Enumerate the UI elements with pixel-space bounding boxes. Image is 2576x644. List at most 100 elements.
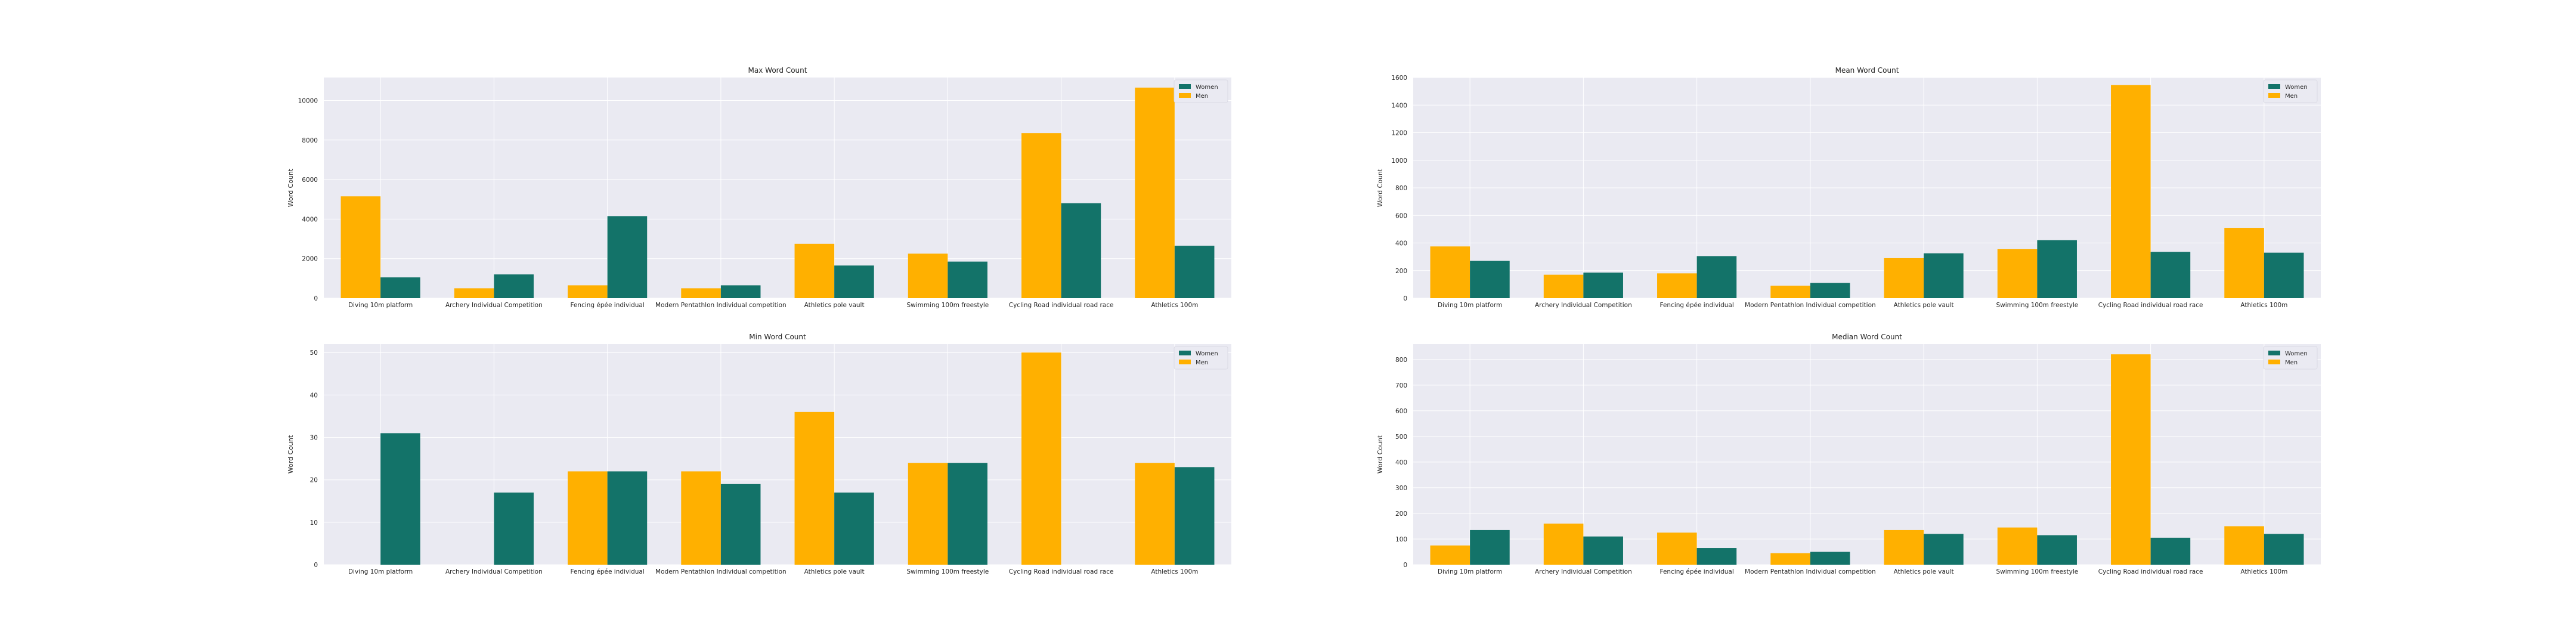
bar-men: [1021, 133, 1061, 298]
chart-median: 0 100 200 300 400 500 600 700 800 Diving 10m plat…: [1376, 333, 2321, 575]
bar-women: [834, 493, 874, 565]
y-tick-label: 100: [1395, 536, 1407, 543]
x-tick-label: Fencing épée individual: [570, 302, 644, 309]
legend: Women Men: [2263, 346, 2318, 370]
x-tick-label: Archery Individual Competition: [445, 568, 543, 575]
y-tick-label: 1200: [1391, 130, 1407, 137]
x-tick-label: Athletics 100m: [2240, 302, 2287, 309]
y-tick-label: 1000: [1391, 157, 1407, 165]
bar-men: [1884, 258, 1924, 298]
y-tick-label: 400: [1395, 240, 1407, 247]
bar-men: [1997, 249, 2038, 298]
y-tick-label: 0: [1403, 295, 1407, 302]
bar-women: [380, 277, 420, 298]
bar-men: [340, 196, 381, 298]
x-tick-label: Cycling Road individual road race: [2098, 302, 2203, 309]
bar-women: [1061, 203, 1101, 298]
bar-men: [1543, 524, 1584, 565]
bar-women: [948, 261, 987, 298]
y-tick-label: 400: [1395, 459, 1407, 466]
bar-women: [1810, 283, 1850, 298]
bar-women: [2037, 535, 2077, 565]
x-tick-label: Modern Pentathlon Individual competition: [1745, 302, 1876, 309]
y-tick-label: 600: [1395, 212, 1407, 219]
x-tick-label: Diving 10m platform: [348, 302, 413, 309]
chart-min: 0 10 20 30 40 50 Diving 10m platform Archery In…: [287, 333, 1231, 575]
y-tick-label: 200: [1395, 268, 1407, 275]
legend-label-men: Men: [1196, 360, 1208, 366]
bar-women: [494, 493, 534, 565]
chart-max: 0 2000 4000 6000 8000 10000 Diving 10m platfor…: [287, 66, 1231, 309]
x-tick-label: Athletics 100m: [1151, 568, 1198, 575]
x-tick-label: Fencing épée individual: [570, 568, 644, 575]
bar-men: [568, 471, 608, 565]
legend-label-women: Women: [1196, 84, 1218, 91]
chart-title: Max Word Count: [748, 66, 807, 75]
bar-men: [908, 253, 948, 298]
y-tick-label: 700: [1395, 382, 1407, 389]
y-axis-label: Word Count: [1376, 168, 1384, 207]
bar-women: [1174, 467, 1215, 565]
bar-men: [681, 288, 721, 298]
bar-men: [568, 285, 608, 298]
bar-women: [1924, 253, 1964, 298]
legend-swatch-women: [2268, 351, 2280, 355]
y-tick-label: 10: [310, 519, 318, 527]
bar-men: [1135, 87, 1175, 298]
bar-women: [380, 433, 420, 565]
x-tick-label: Athletics 100m: [2240, 568, 2287, 575]
x-tick-label: Fencing épée individual: [1659, 568, 1733, 575]
legend: Women Men: [2263, 79, 2318, 103]
legend-swatch-women: [2268, 84, 2280, 89]
bar-men: [1770, 286, 1810, 298]
bar-women: [1696, 256, 1737, 298]
y-tick-label: 10000: [298, 97, 318, 104]
x-tick-label: Modern Pentathlon Individual competition: [1745, 568, 1876, 575]
bar-women: [1470, 530, 1510, 565]
legend-label-men: Men: [2285, 360, 2298, 366]
x-tick-label: Archery Individual Competition: [1535, 302, 1632, 309]
chart-title: Median Word Count: [1832, 333, 1902, 341]
legend-swatch-men: [1179, 360, 1191, 364]
bar-men: [1657, 273, 1697, 298]
bar-women: [2264, 252, 2304, 298]
y-tick-label: 20: [310, 477, 318, 484]
bar-women: [2150, 252, 2191, 298]
plot-area: [324, 344, 1231, 565]
x-tick-label: Archery Individual Competition: [445, 302, 543, 309]
x-tick-label: Diving 10m platform: [1438, 302, 1502, 309]
bar-men: [2224, 526, 2264, 565]
x-tick-label: Modern Pentathlon Individual competition: [655, 568, 787, 575]
legend-swatch-men: [2268, 93, 2280, 98]
y-tick-label: 6000: [302, 177, 318, 184]
x-tick-label: Archery Individual Competition: [1535, 568, 1632, 575]
bar-women: [1470, 261, 1510, 298]
y-tick-label: 50: [310, 349, 318, 357]
bar-men: [794, 411, 835, 565]
y-tick-label: 30: [310, 435, 318, 442]
legend-swatch-men: [1179, 93, 1191, 98]
bar-women: [948, 463, 987, 565]
y-axis-label: Word Count: [1376, 435, 1384, 473]
bar-men: [1657, 532, 1697, 565]
y-tick-label: 200: [1395, 510, 1407, 518]
y-tick-label: 40: [310, 392, 318, 399]
x-tick-label: Athletics pole vault: [1894, 568, 1954, 575]
x-tick-label: Swimming 100m freestyle: [907, 568, 989, 575]
bar-men: [2224, 228, 2264, 298]
bar-women: [2264, 534, 2304, 565]
y-tick-label: 0: [314, 562, 318, 569]
x-tick-label: Fencing épée individual: [1659, 302, 1733, 309]
bar-men: [1135, 463, 1175, 565]
x-tick-label: Athletics 100m: [1151, 302, 1198, 309]
y-tick-label: 1600: [1391, 75, 1407, 82]
y-axis-label: Word Count: [287, 435, 295, 473]
y-tick-label: 600: [1395, 408, 1407, 415]
x-tick-label: Diving 10m platform: [348, 568, 413, 575]
y-tick-label: 500: [1395, 434, 1407, 441]
y-tick-label: 1400: [1391, 102, 1407, 109]
bar-men: [1543, 274, 1584, 298]
bar-women: [1583, 273, 1623, 298]
bar-women: [1696, 548, 1737, 565]
legend-label-women: Women: [2285, 84, 2308, 91]
